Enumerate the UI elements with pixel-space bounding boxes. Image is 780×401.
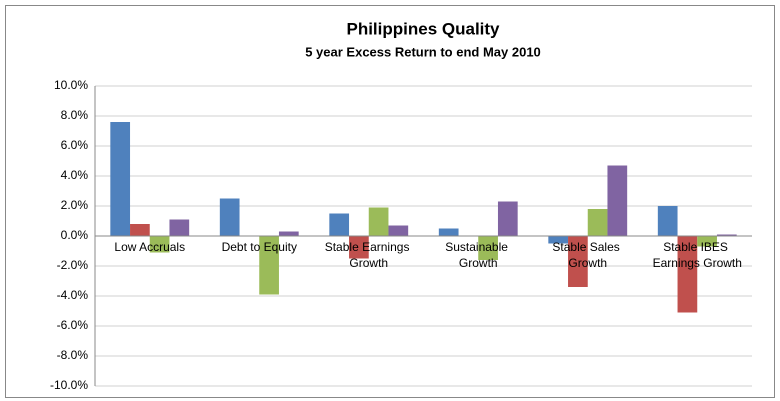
bar bbox=[677, 236, 698, 313]
bar bbox=[219, 198, 240, 236]
bar bbox=[349, 236, 369, 259]
bar bbox=[149, 236, 170, 253]
y-tick-label: 4.0% bbox=[61, 168, 89, 182]
bar bbox=[130, 224, 150, 236]
bar bbox=[368, 207, 389, 236]
bar bbox=[497, 201, 518, 236]
bar bbox=[697, 236, 717, 247]
x-tick-label: Debt to Equity bbox=[222, 240, 297, 254]
y-tick-label: -2.0% bbox=[57, 258, 89, 272]
bar bbox=[329, 213, 350, 236]
x-tick-label: Sustainable Growth bbox=[445, 240, 511, 270]
bar bbox=[587, 209, 608, 236]
y-tick-label: 6.0% bbox=[61, 138, 89, 152]
bar bbox=[438, 228, 459, 236]
y-tick-label: -10.0% bbox=[50, 378, 88, 392]
bar bbox=[568, 236, 588, 287]
chart-subtitle: 5 year Excess Return to end May 2010 bbox=[305, 44, 541, 59]
x-tick-label: Stable Earnings Growth bbox=[325, 240, 413, 270]
bar bbox=[548, 236, 569, 244]
y-tick-label: 8.0% bbox=[61, 108, 89, 122]
y-tick-label: 0.0% bbox=[61, 228, 89, 242]
bar bbox=[110, 122, 131, 236]
bar bbox=[607, 165, 628, 236]
y-tick-label: -4.0% bbox=[57, 288, 89, 302]
x-tick-label: Stable Sales Growth bbox=[552, 240, 623, 270]
y-tick-label: -6.0% bbox=[57, 318, 89, 332]
y-tick-label: -8.0% bbox=[57, 348, 89, 362]
y-tick-label: 10.0% bbox=[54, 78, 88, 92]
bar bbox=[278, 231, 299, 236]
chart-border bbox=[5, 5, 775, 398]
bar bbox=[716, 234, 737, 236]
chart-title: Philippines Quality bbox=[346, 19, 500, 38]
bar bbox=[259, 236, 279, 295]
x-tick-label: Stable IBES Earnings Growth bbox=[653, 240, 742, 270]
bar bbox=[388, 225, 409, 236]
bar bbox=[478, 236, 498, 260]
y-tick-label: 2.0% bbox=[61, 198, 89, 212]
x-tick-label: Low Accruals bbox=[114, 240, 185, 254]
bar bbox=[657, 206, 678, 236]
bar bbox=[169, 219, 190, 236]
